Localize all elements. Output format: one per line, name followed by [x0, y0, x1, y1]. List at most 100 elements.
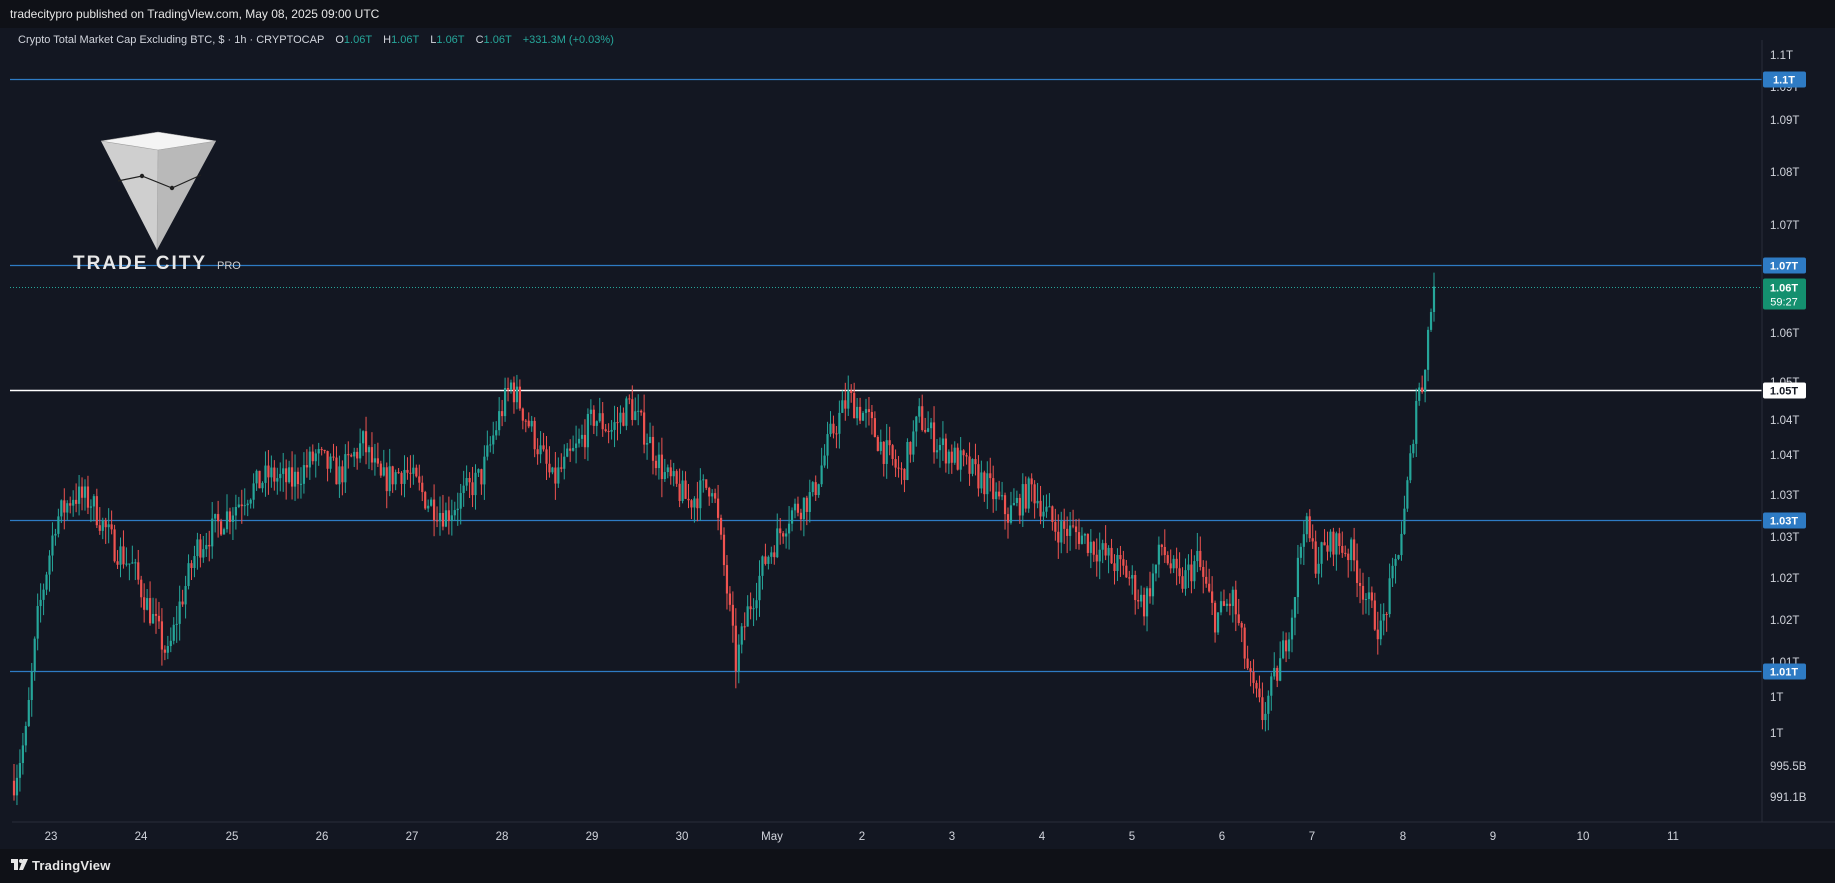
- candle-body: [1213, 602, 1217, 633]
- candle-body: [1415, 400, 1418, 444]
- candle-body: [918, 406, 921, 417]
- candle-body: [515, 386, 519, 403]
- candle-body: [66, 503, 69, 513]
- candle-body: [1261, 697, 1264, 721]
- candle: [1211, 576, 1214, 616]
- candle-body: [350, 455, 353, 457]
- candle-body: [1270, 676, 1273, 696]
- candle-body: [1287, 639, 1291, 652]
- candle: [1376, 611, 1379, 655]
- chart-canvas[interactable]: 1.1T1.09T1.09T1.08T1.07T1.06T1.05T1.04T1…: [0, 28, 1835, 849]
- candle-body: [823, 455, 826, 466]
- candle: [787, 506, 791, 550]
- watermark-brand-suffix: PRO: [217, 260, 241, 272]
- candlestick-series: [12, 272, 1436, 806]
- candle: [1418, 382, 1421, 406]
- candle: [157, 601, 161, 629]
- candle: [743, 612, 746, 641]
- candle-body: [98, 525, 101, 531]
- candle-body: [1110, 547, 1113, 564]
- candle-body: [814, 482, 817, 496]
- candle: [51, 522, 54, 572]
- candle-body: [1370, 592, 1373, 601]
- candle: [929, 417, 933, 440]
- candle: [1048, 493, 1051, 508]
- x-tick-label: 7: [1309, 831, 1315, 843]
- candle: [453, 501, 456, 521]
- candle: [143, 583, 146, 623]
- candle: [625, 396, 628, 431]
- candle: [36, 593, 39, 651]
- candle-body: [1367, 592, 1371, 600]
- candle: [125, 547, 128, 567]
- candle-body: [1308, 516, 1311, 539]
- candle-body: [1373, 600, 1376, 630]
- y-tick-label: 1.07T: [1770, 220, 1799, 232]
- candle-body: [60, 500, 63, 517]
- candle-body: [1234, 589, 1237, 615]
- candle: [335, 446, 338, 485]
- candle: [817, 483, 820, 498]
- candle-body: [870, 412, 874, 419]
- candle: [418, 464, 421, 491]
- candle: [317, 442, 320, 466]
- candle-body: [293, 471, 297, 487]
- candle: [572, 435, 575, 452]
- candle: [1344, 545, 1347, 557]
- candle-body: [51, 535, 54, 556]
- y-tick-label: 1T: [1770, 692, 1783, 704]
- candle: [15, 764, 19, 806]
- candle-body: [1181, 576, 1184, 589]
- candle: [208, 530, 211, 562]
- candle-body: [598, 413, 601, 422]
- candle: [1296, 544, 1300, 614]
- candle-body: [75, 499, 78, 504]
- x-tick-label: 8: [1400, 831, 1406, 843]
- candle-body: [1364, 599, 1368, 601]
- candle: [1252, 659, 1255, 694]
- level-badge: [1763, 663, 1806, 680]
- candle-body: [637, 410, 640, 412]
- candle: [258, 470, 261, 489]
- candle: [714, 488, 717, 504]
- tradingview-logo-icon[interactable]: [11, 859, 28, 872]
- candle-body: [1296, 557, 1300, 598]
- y-tick-label: 1.03T: [1770, 532, 1799, 544]
- candle: [974, 443, 977, 476]
- candle: [24, 721, 27, 753]
- candle-body: [1290, 617, 1294, 640]
- candle-body: [675, 471, 678, 484]
- candle: [577, 428, 581, 448]
- candle: [435, 506, 439, 528]
- candle-body: [1394, 558, 1397, 566]
- candle: [918, 398, 921, 423]
- candle-body: [811, 482, 814, 493]
- tradingview-brand[interactable]: TradingView: [32, 858, 111, 873]
- candle: [533, 417, 536, 458]
- candle: [1145, 586, 1149, 632]
- candle: [323, 449, 326, 454]
- candle: [785, 528, 788, 549]
- candle-body: [231, 515, 235, 522]
- candle-body: [341, 466, 344, 483]
- candle-body: [577, 438, 581, 444]
- candle-body: [1074, 526, 1078, 533]
- chart-area[interactable]: 1.1T1.09T1.09T1.08T1.07T1.06T1.05T1.04T1…: [0, 28, 1835, 849]
- candle-body: [54, 533, 57, 536]
- candle-body: [793, 503, 797, 511]
- candle-body: [909, 441, 912, 455]
- candle: [702, 474, 705, 493]
- candle: [938, 437, 942, 468]
- x-tick-label: 6: [1219, 831, 1225, 843]
- candle-body: [607, 431, 610, 433]
- level-badge: [1763, 71, 1806, 88]
- x-tick-label: 5: [1129, 831, 1135, 843]
- candle: [196, 532, 199, 570]
- candle: [696, 481, 699, 522]
- candle-body: [273, 467, 276, 482]
- candle: [495, 421, 498, 440]
- candle-body: [72, 499, 75, 506]
- candle-body: [326, 451, 329, 469]
- candle: [1243, 623, 1246, 669]
- candle-body: [580, 434, 584, 439]
